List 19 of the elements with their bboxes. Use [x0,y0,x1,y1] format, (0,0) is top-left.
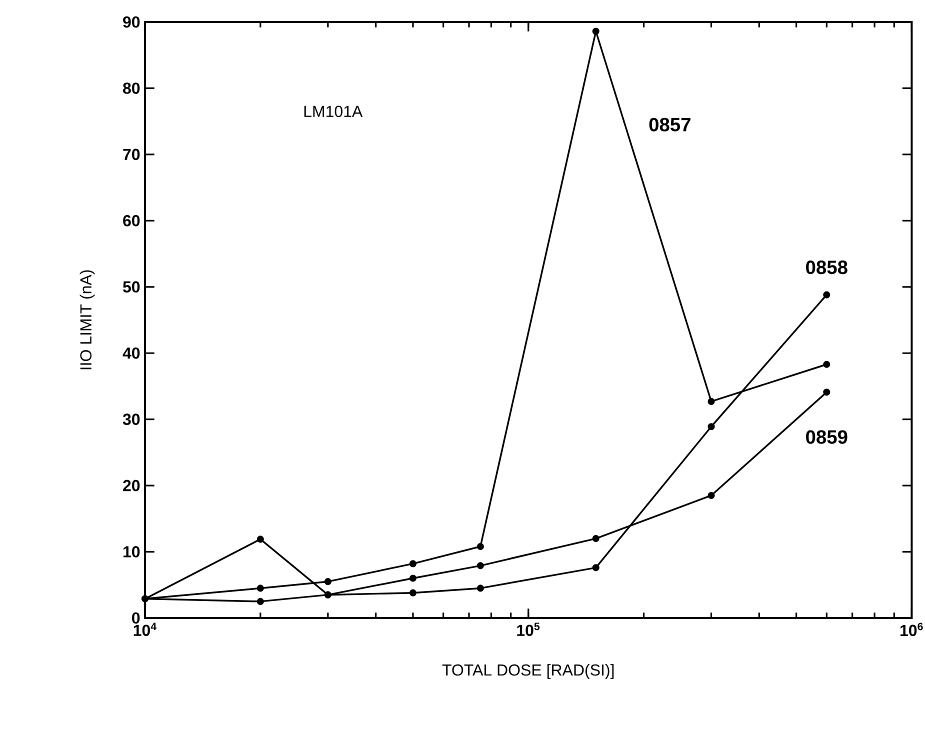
annotation: LM101A [304,106,363,118]
y-tick-label: 70 [123,148,140,160]
y-tick-label: 20 [123,480,140,492]
series-label: 0857 [649,118,690,132]
x-axis-title: TOTAL DOSE [RAD(SI)] [442,664,614,679]
y-axis-title: IIO LIMIT (nA) [80,270,95,370]
x-tick-label: 10$^{5}$ [517,622,540,636]
x-tick-label: 10$^{6}$ [900,622,923,636]
x-tick-label: 10$^{4}$ [134,622,156,636]
y-tick-label: 40 [122,347,140,359]
y-tick-label: 30 [122,414,140,426]
series-label: 0859 [806,430,848,444]
y-tick-label: 50 [123,281,140,293]
series-label: 0858 [806,260,848,274]
y-tick-label: 80 [123,82,140,94]
y-tick-label: 10 [124,546,140,558]
y-tick-label: 0 [132,612,140,624]
y-tick-label: 60 [123,215,140,226]
y-tick-label: 90 [123,16,140,28]
